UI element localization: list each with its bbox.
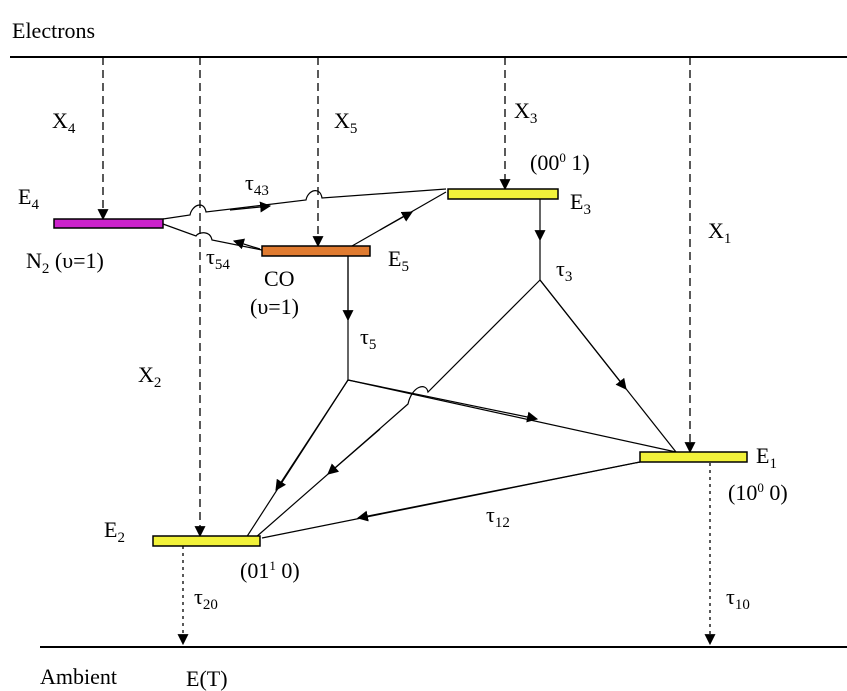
x5-label: X5	[334, 108, 357, 137]
electrons-label: Electrons	[12, 18, 95, 43]
e4-species-label: N2 (υ=1)	[26, 248, 104, 277]
t10-label: τ10	[726, 584, 750, 613]
x4-label: X4	[52, 108, 76, 137]
t43-label: τ43	[245, 170, 269, 199]
e1-level-bar	[639, 451, 748, 463]
t12-label: τ12	[486, 502, 510, 531]
e3-label: E3	[570, 189, 591, 218]
t3-label: τ3	[556, 256, 572, 285]
t43-arrowhead-guide	[229, 201, 272, 213]
t3-to-e1-head	[539, 279, 627, 390]
e1-label: E1	[756, 443, 777, 472]
e5-label: E5	[388, 246, 409, 275]
e3-state-label: (000 1)	[530, 150, 590, 175]
t43-path	[162, 188, 447, 220]
t54-arrowhead-guide	[232, 238, 261, 250]
e2-state-label: (011 0)	[240, 558, 300, 583]
t5-to-e2-head	[275, 379, 349, 491]
x3-label: X3	[514, 98, 537, 127]
t3-to-e2-head	[327, 428, 381, 475]
ambient-label: Ambient	[40, 664, 117, 689]
e5-level-bar	[261, 245, 371, 257]
t5-label: τ5	[360, 324, 376, 353]
t12-head	[356, 461, 641, 522]
e5-to-e3-head	[379, 211, 413, 231]
e2-level-bar	[152, 535, 261, 547]
t3-to-e2	[254, 279, 541, 539]
e5-species-label: CO	[264, 266, 295, 291]
t54-path	[162, 223, 263, 251]
x1-label: X1	[708, 218, 731, 247]
t20-label: τ20	[194, 584, 218, 613]
e1-state-label: (100 0)	[728, 480, 788, 505]
e2-label: E2	[104, 517, 125, 546]
e4-level-bar	[53, 218, 164, 229]
e4-label: E4	[18, 184, 39, 213]
ambient-energy-label: E(T)	[186, 666, 228, 691]
x2-label: X2	[138, 362, 161, 391]
t54-label: τ54	[206, 244, 230, 273]
e3-level-bar	[447, 188, 559, 200]
e5-state-label: (υ=1)	[250, 294, 299, 319]
t5-to-e1	[347, 379, 677, 453]
t5-to-e1-head	[347, 379, 539, 423]
